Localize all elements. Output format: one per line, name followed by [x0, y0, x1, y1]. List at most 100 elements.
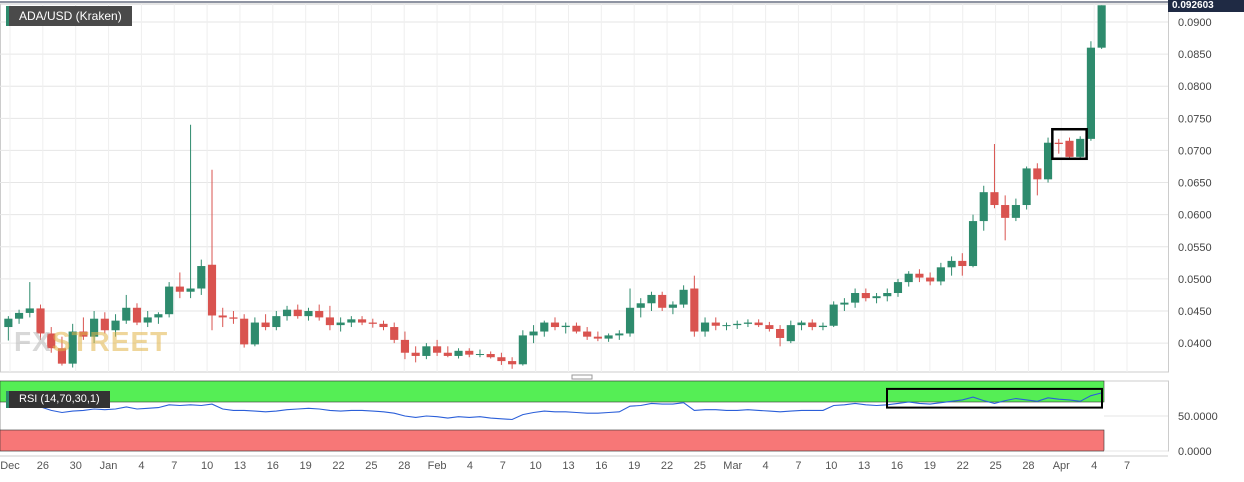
candle-body [776, 328, 785, 338]
candle-body [15, 312, 24, 319]
candle-body [390, 327, 399, 340]
candle-body [336, 322, 345, 326]
candle-body [893, 282, 903, 294]
x-tick-label: 22 [661, 460, 673, 472]
candle-body [636, 303, 645, 308]
candle-body [572, 325, 581, 332]
candle-body [132, 307, 142, 323]
candle-body [422, 346, 431, 356]
y-tick-label: 0.0400 [1178, 338, 1212, 350]
candle-body [786, 325, 795, 342]
candle-body [658, 294, 667, 308]
x-tick-label: 25 [989, 460, 1001, 472]
candle-body [90, 318, 99, 337]
candle-body [465, 350, 474, 355]
candle-body [197, 266, 206, 289]
candle-body [926, 277, 935, 282]
candle-body [25, 308, 34, 313]
candle-body [679, 289, 688, 305]
chart-title-badge: ADA/USD (Kraken) [6, 6, 132, 26]
candle-body [379, 323, 388, 328]
candle-body [1097, 5, 1106, 48]
price-panel-frame [0, 3, 1169, 373]
x-tick-label: 13 [858, 460, 870, 472]
candle-body [1011, 205, 1020, 218]
x-tick-label: 7 [1124, 460, 1130, 472]
x-tick-label: 7 [795, 460, 801, 472]
x-tick-label: 10 [825, 460, 837, 472]
candle-body [175, 286, 184, 292]
x-tick-label: 19 [628, 460, 640, 472]
y-tick-label: 0.0650 [1178, 178, 1212, 190]
x-tick-label: 4 [467, 460, 473, 472]
candle-body [1086, 47, 1095, 139]
x-tick-label: 16 [891, 460, 903, 472]
candle-body [368, 322, 377, 324]
candle-body [615, 333, 624, 336]
candle-body [57, 348, 67, 364]
candle-body [593, 336, 602, 339]
candle-body [840, 302, 849, 305]
candle-body [851, 293, 860, 303]
candle-body [186, 288, 195, 292]
candle-body [154, 314, 163, 318]
candle-body [400, 339, 410, 353]
candle-body [36, 308, 45, 334]
candle-body [797, 322, 806, 326]
x-tick-label: 13 [234, 460, 246, 472]
rsi-label: RSI (14,70,30,1) [19, 393, 100, 405]
x-tick-label: 7 [500, 460, 506, 472]
watermark-logo: FXSTREET [14, 326, 169, 357]
rsi-label-badge: RSI (14,70,30,1) [6, 391, 110, 408]
candle-body [518, 335, 527, 365]
candle-body [883, 293, 892, 297]
candle-body [733, 323, 742, 326]
candle-body [818, 325, 828, 328]
candle-body [433, 346, 442, 353]
candle-body [443, 352, 452, 356]
x-tick-label: 26 [37, 460, 49, 472]
x-tick-label: 22 [332, 460, 344, 472]
candle-body [915, 273, 924, 278]
candle-body [475, 354, 485, 356]
candle-body [711, 322, 720, 326]
x-tick-label: 13 [562, 460, 574, 472]
rsi-line [8, 392, 1102, 421]
candle-body [1001, 205, 1010, 218]
x-tick-label: 19 [300, 460, 312, 472]
candle-body [79, 331, 88, 337]
candle-body [540, 322, 549, 332]
candle-body [218, 315, 227, 318]
x-tick-label: 10 [530, 460, 542, 472]
x-tick-label: Jan [100, 460, 118, 472]
candle-body [282, 309, 292, 317]
candle-body [143, 317, 152, 323]
candle-body [250, 322, 259, 345]
x-tick-label: 10 [201, 460, 213, 472]
candle-body [111, 320, 120, 331]
x-tick-label: Mar [723, 460, 742, 472]
candle-body [583, 331, 592, 337]
y-tick-label: 0.0900 [1178, 17, 1212, 29]
candle-body [947, 260, 956, 268]
x-tick-label: Feb [428, 460, 447, 472]
candle-body [1033, 168, 1042, 180]
candle-body [293, 309, 302, 317]
rsi-oversold-zone [0, 429, 1105, 452]
candle-body [743, 322, 753, 324]
candle-body [315, 310, 324, 318]
chart-title: ADA/USD (Kraken) [19, 9, 122, 23]
x-tick-label: 28 [1022, 460, 1034, 472]
rsi-tick-label: 50.0000 [1178, 411, 1218, 423]
candle-body [872, 296, 881, 299]
x-tick-label: 28 [398, 460, 410, 472]
y-tick-label: 0.0550 [1178, 242, 1212, 254]
x-tick-label: Apr [1053, 460, 1070, 472]
y-tick-label: 0.0600 [1178, 210, 1212, 222]
y-tick-label: 0.0450 [1178, 306, 1212, 318]
candle-body [979, 192, 988, 222]
candle-body [454, 350, 463, 356]
x-tick-label: 25 [365, 460, 377, 472]
